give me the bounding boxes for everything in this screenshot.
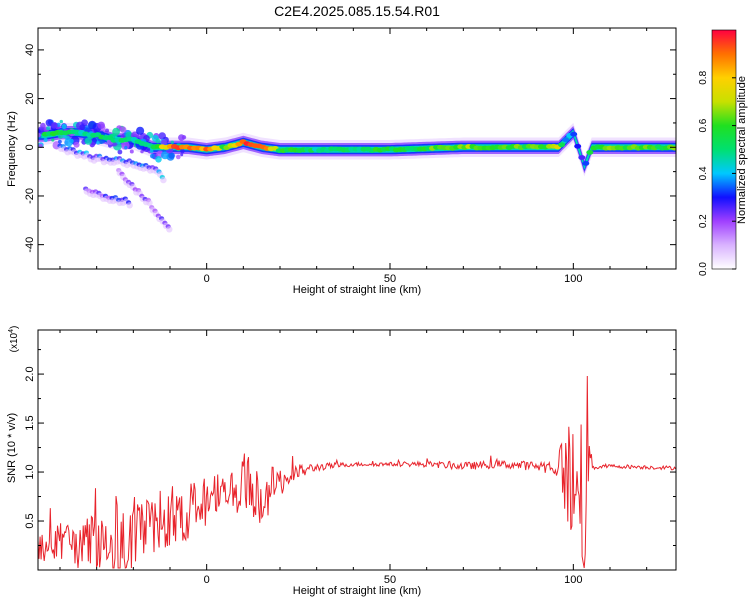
spectral-blob <box>97 121 105 129</box>
spectral-blob <box>87 120 97 130</box>
y-tick-label: 1.0 <box>24 464 36 479</box>
snr-xlabel: Height of straight line (km) <box>293 585 421 597</box>
spectral-blob <box>149 149 154 153</box>
spectral-blob <box>178 134 185 141</box>
colorbar-ticks: 0.0 0.2 0.4 0.6 0.8 <box>698 70 736 276</box>
spectrogram-panel: 0 50 100 -40 -20 0 20 40 Height of straight lin… <box>6 27 677 296</box>
snr-frame <box>37 329 677 571</box>
snr-ylabel: SNR (10 * v/v) <box>6 413 18 483</box>
x-tick-label: 0 <box>204 574 210 586</box>
spectral-blob <box>51 122 58 129</box>
trace-0-blob <box>586 150 594 155</box>
snr-axes: 0 50 100 0.5 1.0 1.5 2.0 <box>24 330 676 586</box>
spectral-blob <box>176 154 181 160</box>
trace-0-blob <box>582 161 590 166</box>
x-tick-label: 0 <box>204 273 210 285</box>
spectral-blob <box>170 140 174 144</box>
y-tick-label: -40 <box>24 237 36 253</box>
colorbar-tick-label: 0.2 <box>698 214 709 228</box>
spectral-blob <box>136 126 145 135</box>
spectral-blob <box>38 132 41 138</box>
spectral-blob <box>73 141 80 148</box>
snr-plot-area <box>38 375 676 569</box>
spectral-blob <box>155 156 162 163</box>
spectral-blob <box>84 137 93 145</box>
spectral-blob <box>161 151 170 160</box>
y-tick-label: 1.5 <box>24 415 36 430</box>
scale-factor-exponent: 4 <box>8 329 15 333</box>
colorbar-gradient <box>711 29 737 270</box>
spectral-blob <box>79 124 86 131</box>
spectral-blob <box>161 139 168 146</box>
colorbar-tick-label: 0.4 <box>698 166 709 180</box>
spectral-blob <box>180 148 185 154</box>
spectral-blob <box>168 152 175 159</box>
trace-0-blob <box>558 142 566 148</box>
spectral-blob <box>61 123 67 130</box>
y-tick-label: 0 <box>24 144 36 150</box>
x-tick-label: 100 <box>564 574 582 586</box>
x-tick-label: 50 <box>384 273 396 285</box>
spectral-blob <box>43 137 48 143</box>
y-tick-label: 40 <box>24 44 36 56</box>
colorbar-tick-label: 0.0 <box>698 262 709 276</box>
spectral-blob <box>117 149 123 155</box>
spectral-blob <box>64 137 73 147</box>
colorbar: 0.0 0.2 0.4 0.6 0.8 Normalized spectral ampl… <box>698 29 748 276</box>
svg-text:(x104): (x104) <box>8 326 20 353</box>
trace-2-halo <box>126 202 133 209</box>
snr-panel: 0 50 100 0.5 1.0 1.5 2.0 Height of straight li… <box>6 326 677 597</box>
y-tick-label: 20 <box>24 92 36 104</box>
spectral-blob <box>58 139 62 144</box>
spectrogram-ylabel: Frequency (Hz) <box>6 111 18 187</box>
spectral-blob <box>46 126 51 131</box>
spectrogram-frame <box>37 27 677 270</box>
trace-0-blob <box>671 145 676 151</box>
spectral-blob <box>59 119 63 124</box>
spectrogram-plot-area <box>38 119 676 233</box>
trace-0-blob <box>574 143 582 149</box>
snr-scale-factor: (x104) <box>8 326 20 353</box>
y-tick-label: 0.5 <box>24 513 36 528</box>
trace-3-halo <box>146 199 153 207</box>
spectral-blob <box>105 128 109 133</box>
spectral-blob <box>96 141 100 145</box>
colorbar-tick-label: 0.6 <box>698 118 709 132</box>
x-tick-label: 100 <box>564 273 582 285</box>
spectral-blob <box>38 129 41 134</box>
trace-3-halo <box>166 226 173 233</box>
snr-line <box>38 375 676 569</box>
spectral-blob <box>120 126 127 133</box>
spectral-blob <box>124 145 128 150</box>
colorbar-tick-label: 0.8 <box>698 70 709 84</box>
spectral-blob <box>45 119 53 127</box>
spectral-blob <box>155 138 161 144</box>
trace-0-blob <box>578 155 586 160</box>
colorbar-label: Normalized spectral amplitude <box>736 76 748 224</box>
spectral-blob <box>51 138 55 142</box>
scale-factor-prefix: (x10 <box>9 332 20 352</box>
trace-1-halo <box>160 176 167 184</box>
y-tick-label: 2.0 <box>24 366 36 381</box>
trace-0-blob <box>570 131 578 137</box>
spectral-blob <box>40 122 46 129</box>
trace-0-blob <box>562 137 570 143</box>
spectrogram-xlabel: Height of straight line (km) <box>293 284 421 296</box>
spectral-blob <box>129 149 134 154</box>
figure-title: C2E4.2025.085.15.54.R01 <box>274 3 440 19</box>
spectral-blob <box>112 127 120 136</box>
x-tick-label: 50 <box>384 574 396 586</box>
spectral-blob <box>93 128 98 132</box>
spectral-blob <box>180 153 184 157</box>
y-tick-label: -20 <box>24 188 36 204</box>
spectral-blob <box>150 153 155 159</box>
spectrogram-axes: 0 50 100 -40 -20 0 20 40 <box>24 28 676 285</box>
